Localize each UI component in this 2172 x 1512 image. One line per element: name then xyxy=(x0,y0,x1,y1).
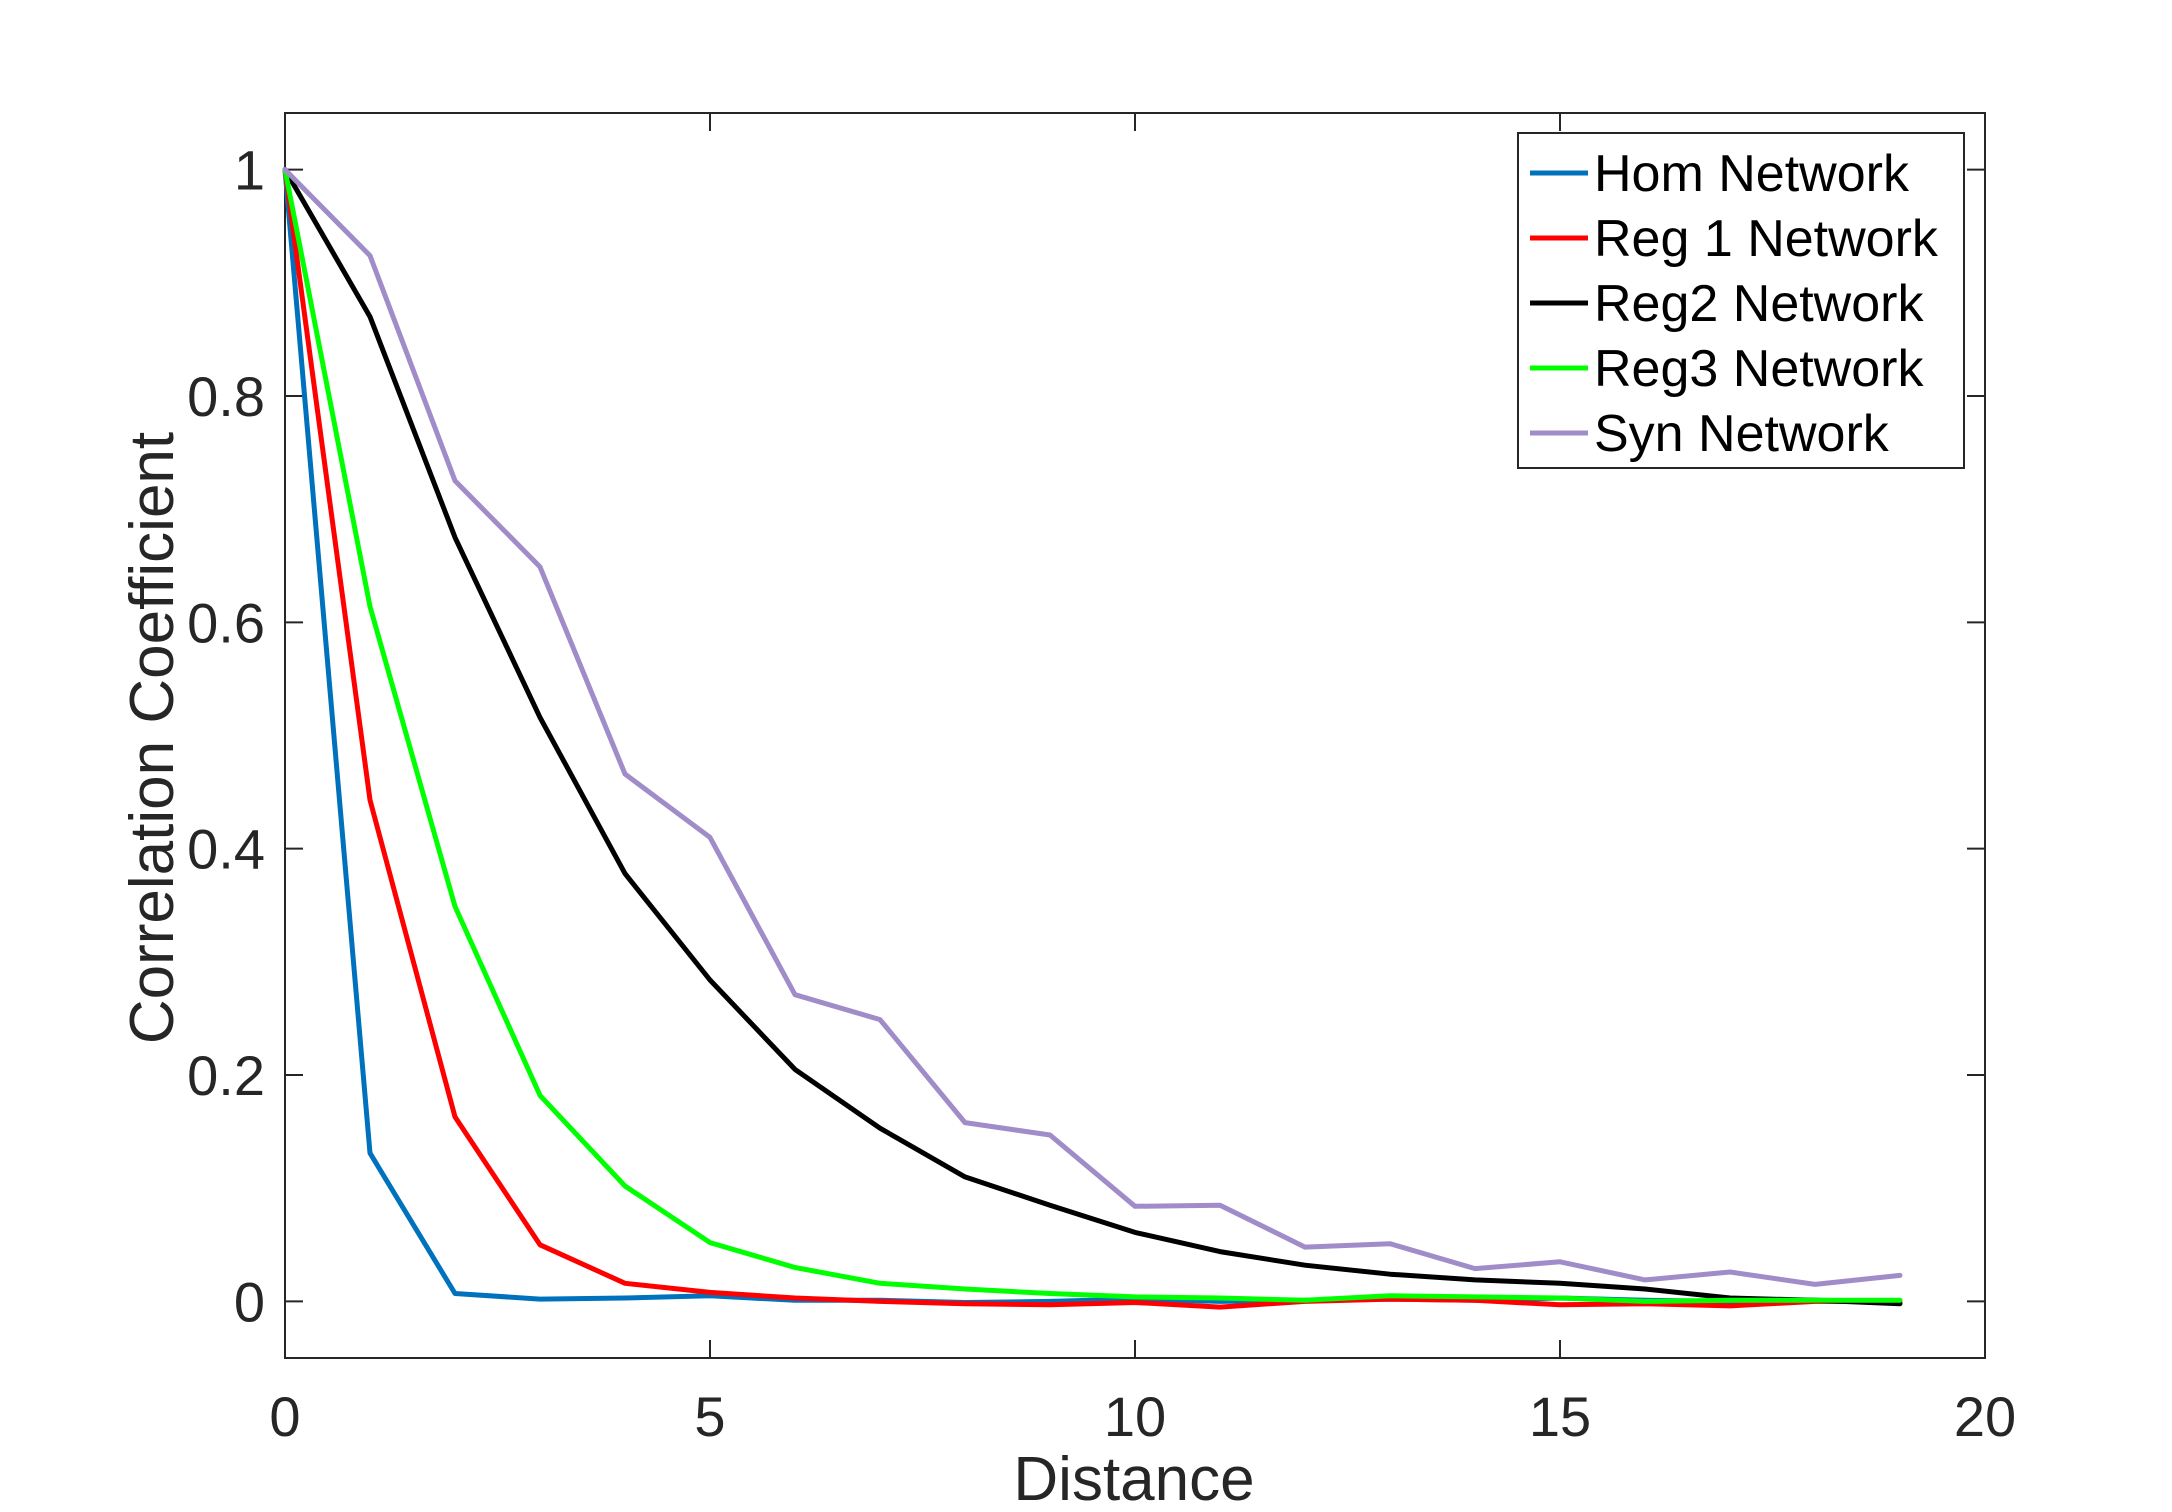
y-tick-label: 0 xyxy=(234,1270,265,1333)
series-line-reg2-network xyxy=(282,167,1903,1307)
series-line-reg-1-network xyxy=(282,167,1903,1310)
legend-label-reg3-network: Reg3 Network xyxy=(1594,340,1924,398)
legend-label-hom-network: Hom Network xyxy=(1594,145,1910,203)
legend-entries: Hom Network Reg 1 Network Reg2 Network Reg3… xyxy=(1530,145,1939,463)
y-tick-label: 0.8 xyxy=(187,365,265,428)
x-axis-label: Distance xyxy=(1013,1445,1254,1512)
y-axis-label: Correlation Coefficient xyxy=(118,432,187,1044)
series-line-reg3-network xyxy=(282,167,1903,1304)
tick-labels: 0 5 10 15 20 0 0.2 0.4 0.6 0.8 1 xyxy=(187,139,2016,1448)
x-tick-label: 5 xyxy=(694,1385,725,1448)
y-tick-label: 0.4 xyxy=(187,818,265,881)
y-tick-label: 1 xyxy=(234,139,265,202)
legend-label-syn-network: Syn Network xyxy=(1594,405,1890,463)
legend: Hom Network Reg 1 Network Reg2 Network Reg3… xyxy=(1517,132,1965,469)
series-lines xyxy=(282,167,1903,1310)
series-line-syn-network xyxy=(282,167,1903,1287)
x-tick-label: 10 xyxy=(1104,1385,1166,1448)
legend-box xyxy=(1517,132,1965,469)
x-tick-label: 15 xyxy=(1529,1385,1591,1448)
x-tick-label: 20 xyxy=(1954,1385,2016,1448)
x-tick-label: 0 xyxy=(269,1385,300,1448)
y-tick-label: 0.6 xyxy=(187,591,265,654)
y-tick-label: 0.2 xyxy=(187,1044,265,1107)
legend-label-reg-1-network: Reg 1 Network xyxy=(1594,210,1939,268)
legend-label-reg2-network: Reg2 Network xyxy=(1594,275,1924,333)
